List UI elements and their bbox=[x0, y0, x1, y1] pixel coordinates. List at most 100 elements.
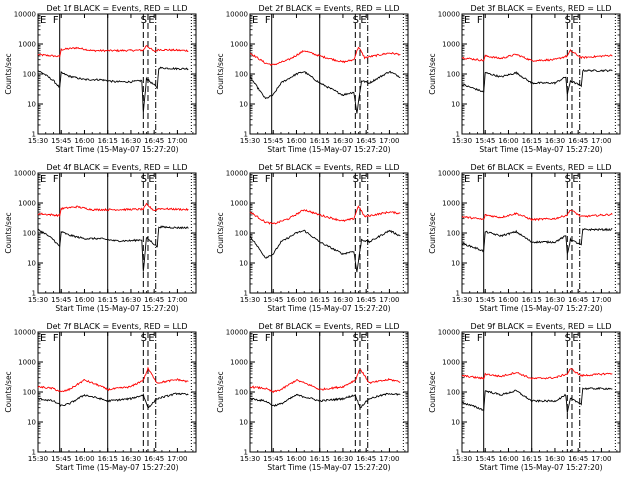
x-tick-label: 16:15 bbox=[310, 455, 330, 463]
events-series-line bbox=[249, 70, 401, 114]
x-tick-label: 15:45 bbox=[263, 137, 283, 145]
x-tick-label: 15:30 bbox=[28, 455, 48, 463]
x-tick-label: 16:45 bbox=[144, 455, 164, 463]
marker-label: E bbox=[40, 15, 46, 26]
marker-label: F bbox=[265, 174, 271, 185]
marker-label: E bbox=[464, 333, 470, 344]
x-tick-label: 17:00 bbox=[379, 137, 399, 145]
x-tick-label: 16:30 bbox=[121, 296, 141, 304]
x-tick-label: 15:30 bbox=[452, 296, 472, 304]
x-tick-label: 16:15 bbox=[310, 137, 330, 145]
y-tick-label: 10 bbox=[451, 260, 460, 268]
x-tick-label: 16:30 bbox=[545, 137, 565, 145]
y-axis-label: Counts/sec bbox=[428, 371, 437, 412]
x-tick-label: 17:00 bbox=[591, 455, 611, 463]
x-axis-label: Start Time (15-May-07 15:27:20) bbox=[479, 463, 602, 472]
marker-label: S bbox=[353, 15, 359, 26]
y-tick-label: 10000 bbox=[438, 329, 460, 337]
y-axis-label: Counts/sec bbox=[428, 53, 437, 94]
panel-title: Det 3f BLACK = Events, RED = LLD bbox=[470, 4, 611, 13]
marker-label: E bbox=[252, 333, 258, 344]
y-tick-label: 1000 bbox=[230, 200, 248, 208]
y-tick-label: 1000 bbox=[230, 41, 248, 49]
y-tick-label: 1 bbox=[456, 449, 460, 457]
marker-label: E bbox=[148, 333, 154, 344]
y-tick-label: 100 bbox=[23, 389, 36, 397]
y-tick-label: 1 bbox=[244, 449, 248, 457]
y-tick-label: 10000 bbox=[14, 170, 36, 178]
panel-9: 15:30 15:45 16:00 16:15 16:30 16:45 17:00 1 10 10… bbox=[428, 322, 621, 472]
lld-series-line bbox=[249, 46, 401, 66]
y-tick-label: 100 bbox=[447, 230, 460, 238]
x-tick-label: 16:15 bbox=[98, 455, 118, 463]
x-tick-label: 16:30 bbox=[333, 455, 353, 463]
y-tick-label: 100 bbox=[447, 71, 460, 79]
events-series-line bbox=[37, 66, 189, 114]
marker-label: F bbox=[53, 333, 59, 344]
x-tick-label: 16:30 bbox=[121, 137, 141, 145]
x-tick-label: 17:00 bbox=[591, 137, 611, 145]
y-tick-label: 1000 bbox=[442, 41, 460, 49]
y-tick-label: 10 bbox=[27, 260, 36, 268]
x-tick-label: 16:30 bbox=[333, 296, 353, 304]
x-tick-label: 17:00 bbox=[591, 296, 611, 304]
lld-series-line bbox=[37, 366, 189, 393]
marker-label: E bbox=[252, 15, 258, 26]
marker-label: S bbox=[565, 333, 571, 344]
x-tick-label: 16:15 bbox=[522, 137, 542, 145]
panel-title: Det 7f BLACK = Events, RED = LLD bbox=[46, 322, 187, 331]
marker-label: F bbox=[477, 15, 483, 26]
x-axis-label: Start Time (15-May-07 15:27:20) bbox=[479, 304, 602, 313]
plot-frame bbox=[249, 172, 409, 294]
x-tick-label: 16:45 bbox=[144, 137, 164, 145]
y-axis-label: Counts/sec bbox=[4, 212, 13, 253]
x-axis-label: Start Time (15-May-07 15:27:20) bbox=[267, 463, 390, 472]
marker-label: F bbox=[477, 333, 483, 344]
events-series-line bbox=[37, 225, 189, 272]
marker-label: S bbox=[141, 15, 147, 26]
marker-label: E bbox=[360, 333, 366, 344]
x-tick-label: 15:30 bbox=[240, 455, 260, 463]
y-tick-label: 10 bbox=[27, 419, 36, 427]
x-axis-label: Start Time (15-May-07 15:27:20) bbox=[55, 304, 178, 313]
events-series-line bbox=[37, 392, 189, 409]
x-tick-label: 16:45 bbox=[568, 296, 588, 304]
x-tick-label: 15:45 bbox=[263, 296, 283, 304]
marker-label: E bbox=[464, 174, 470, 185]
panel-3: 15:30 15:45 16:00 16:15 16:30 16:45 17:00 1 10 10… bbox=[428, 4, 621, 154]
x-tick-label: 16:00 bbox=[286, 296, 306, 304]
lld-series-line bbox=[249, 369, 401, 394]
y-tick-label: 1000 bbox=[230, 359, 248, 367]
x-axis-label: Start Time (15-May-07 15:27:20) bbox=[55, 463, 178, 472]
marker-label: F bbox=[265, 15, 271, 26]
panel-8: 15:30 15:45 16:00 16:15 16:30 16:45 17:00 1 10 10… bbox=[216, 322, 409, 472]
y-tick-label: 10000 bbox=[438, 170, 460, 178]
marker-label: E bbox=[148, 15, 154, 26]
marker-label: F bbox=[53, 15, 59, 26]
lld-series-line bbox=[37, 45, 189, 58]
y-tick-label: 1000 bbox=[18, 41, 36, 49]
x-tick-label: 16:45 bbox=[568, 137, 588, 145]
plot-frame bbox=[37, 331, 197, 453]
y-tick-label: 10 bbox=[239, 101, 248, 109]
x-tick-label: 15:45 bbox=[51, 296, 71, 304]
events-series-line bbox=[461, 227, 613, 255]
y-tick-label: 10 bbox=[27, 101, 36, 109]
panel-6: 15:30 15:45 16:00 16:15 16:30 16:45 17:00 1 10 10… bbox=[428, 163, 621, 313]
y-tick-label: 1 bbox=[456, 290, 460, 298]
marker-label: F bbox=[477, 174, 483, 185]
x-tick-label: 15:30 bbox=[240, 137, 260, 145]
x-tick-label: 15:30 bbox=[240, 296, 260, 304]
lld-series-line bbox=[461, 367, 613, 380]
marker-label: S bbox=[141, 333, 147, 344]
x-tick-label: 16:45 bbox=[568, 455, 588, 463]
x-tick-label: 16:15 bbox=[98, 137, 118, 145]
x-tick-label: 16:15 bbox=[522, 455, 542, 463]
plot-frame bbox=[461, 13, 621, 135]
events-series-line bbox=[461, 386, 613, 413]
marker-label: S bbox=[565, 15, 571, 26]
marker-label: S bbox=[565, 174, 571, 185]
x-tick-label: 15:30 bbox=[452, 455, 472, 463]
y-tick-label: 10000 bbox=[14, 11, 36, 19]
